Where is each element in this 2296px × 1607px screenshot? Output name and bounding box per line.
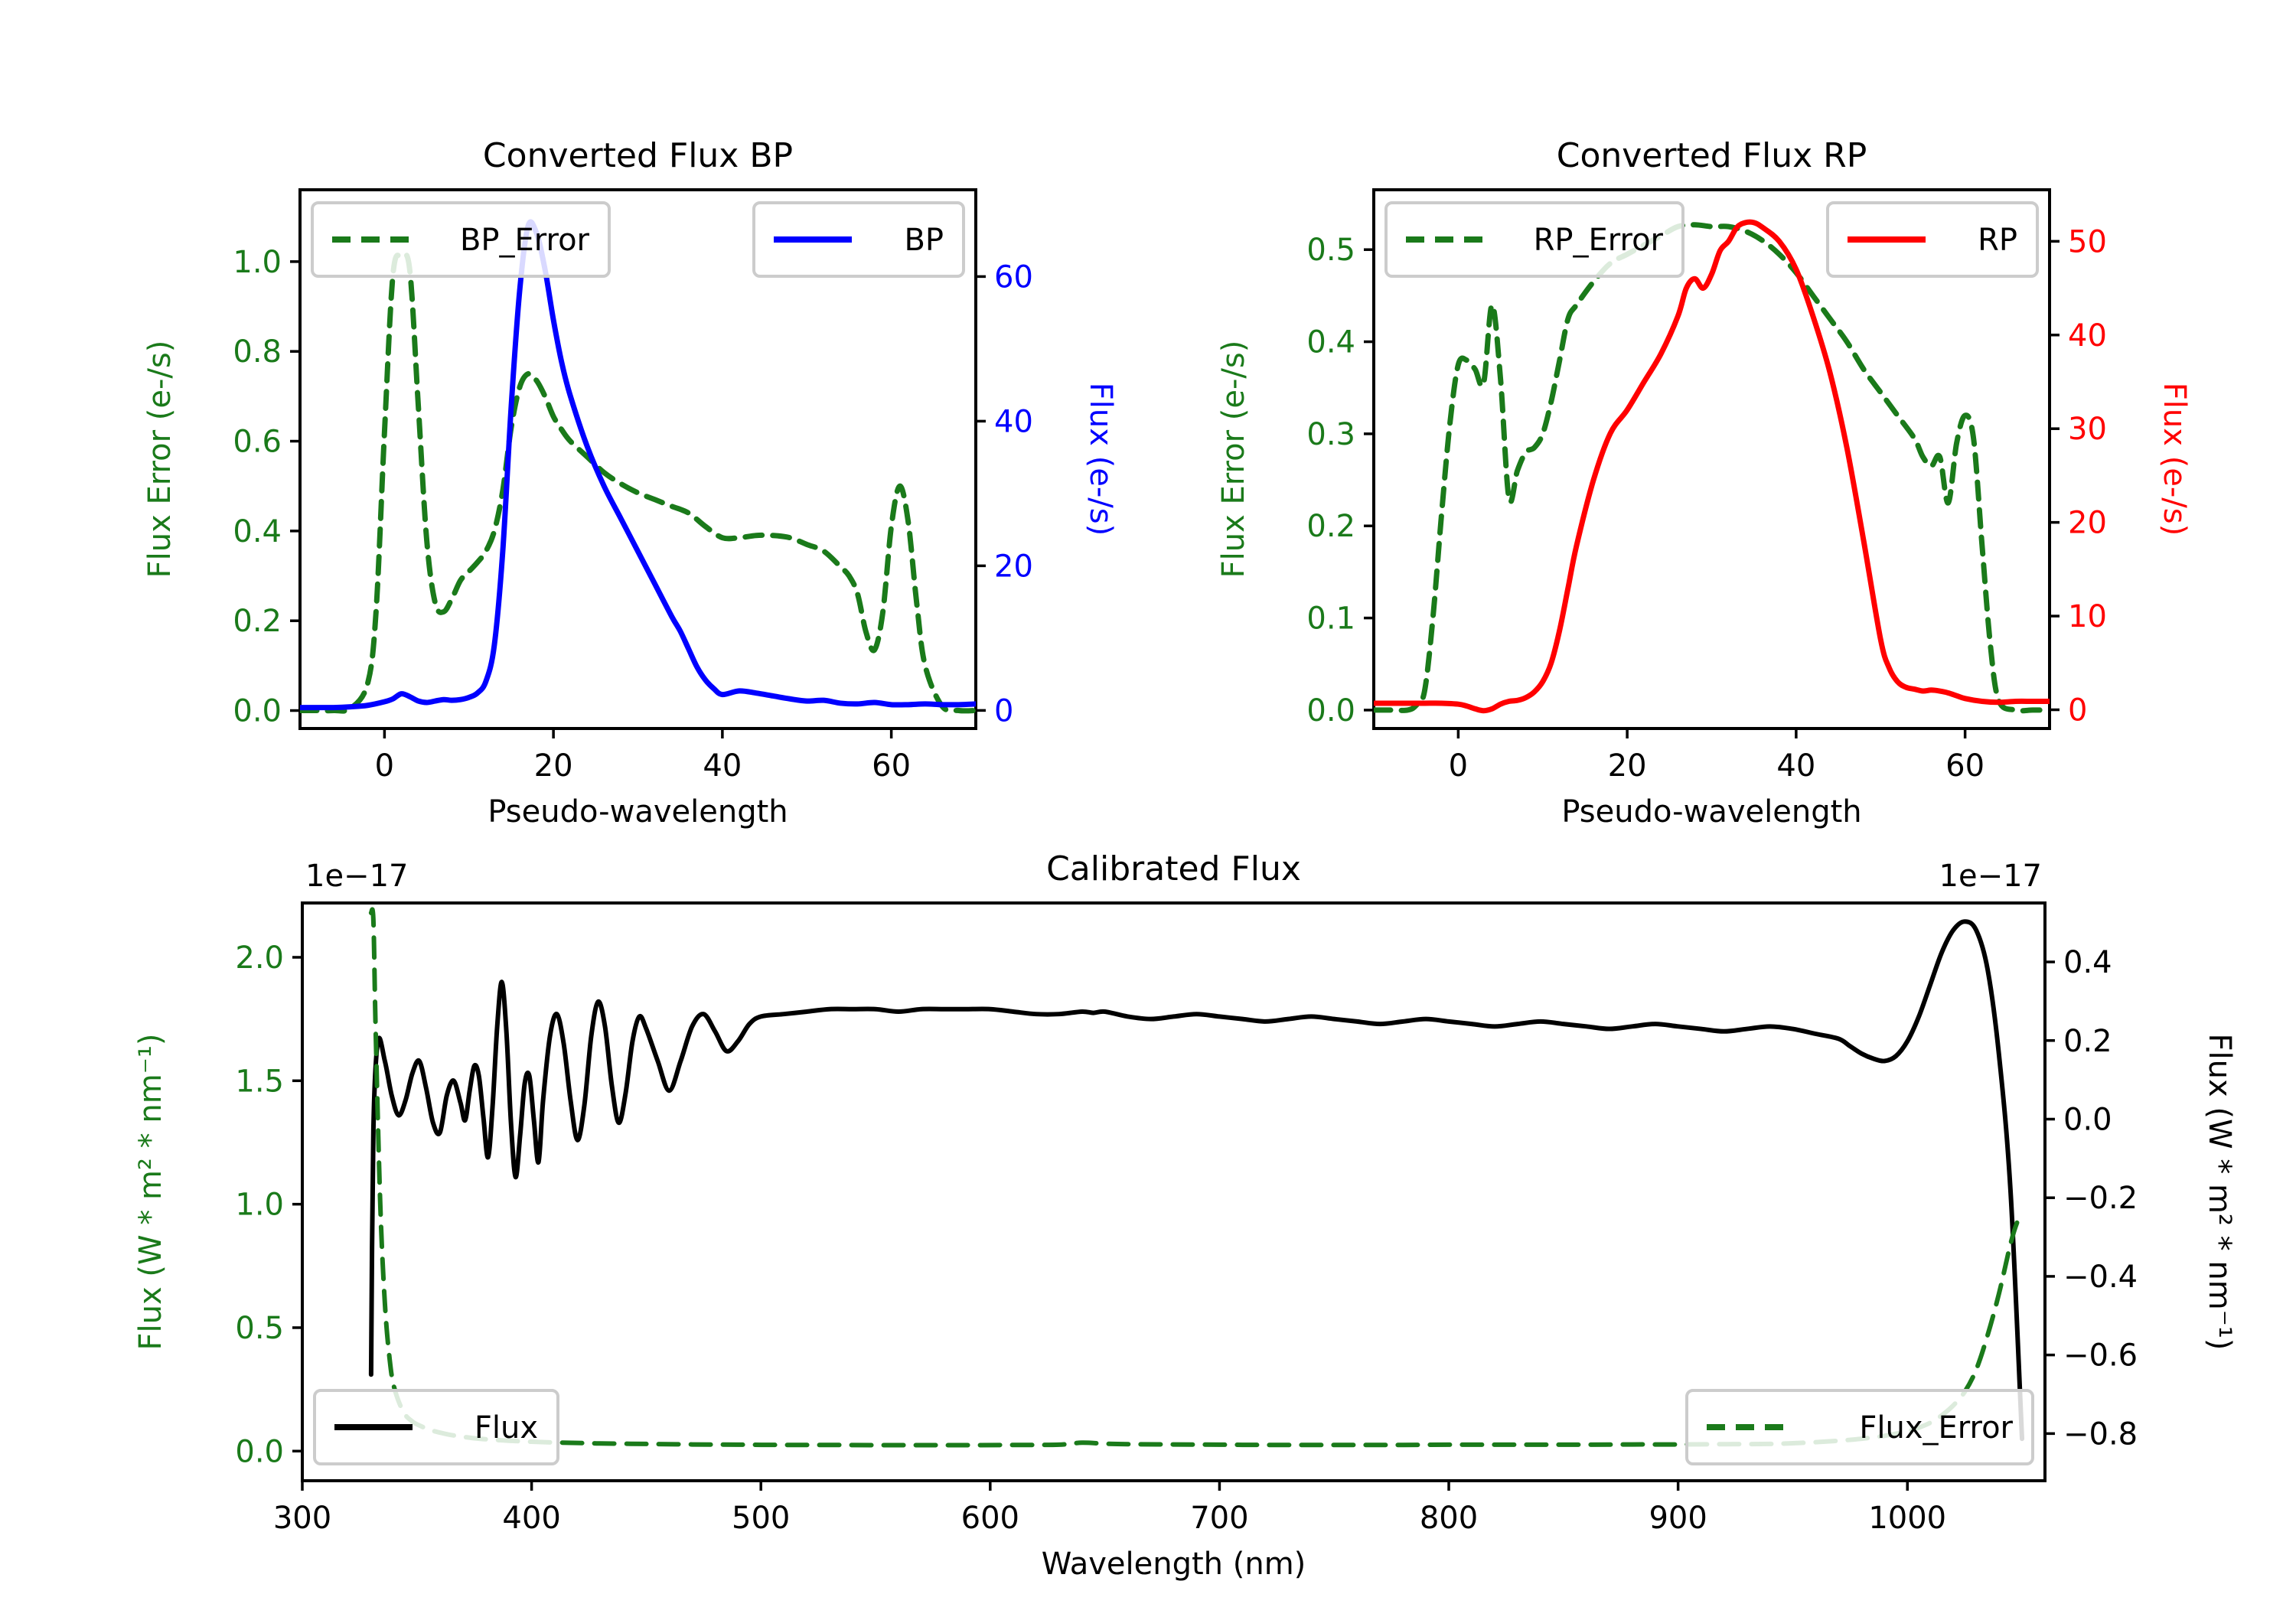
- curves-group: [1374, 219, 2050, 714]
- y-right-offset-label: 1e−17: [1939, 859, 2042, 894]
- legend-rp-box: [1826, 201, 2039, 278]
- y-left-offset-label: 1e−17: [305, 859, 408, 894]
- curve-flux_error: [368, 907, 2025, 1448]
- legend-rp[interactable]: RP: [1826, 201, 2039, 278]
- axes-frame: [1372, 188, 2051, 730]
- y-right-tick-label: 40: [994, 404, 1033, 439]
- y-right-tick-label: 40: [2068, 318, 2107, 354]
- x-tick-label: 0: [375, 748, 394, 784]
- curves-group: [300, 219, 976, 714]
- y-left-tick-label: 0.4: [233, 514, 282, 549]
- panel-converted-flux-bp: 0 20 40 60 Pseudo-wavelength 0.0 0.2 0.4 0.6 0.8 1…: [142, 136, 1118, 830]
- y-right-tick-label: −0.8: [2063, 1416, 2138, 1452]
- x-tick-label: 500: [732, 1501, 790, 1536]
- x-tick-label: 20: [534, 748, 573, 784]
- legend-flux-error-label: Flux_Error: [1859, 1410, 2013, 1446]
- legend-bp-box: [752, 201, 965, 278]
- curve-bp_error: [300, 251, 976, 714]
- y-left-tick-label: 0.3: [1306, 417, 1355, 452]
- y-right-tick-label: 60: [994, 259, 1033, 295]
- y-left-tick-label: 0.1: [1306, 601, 1355, 637]
- y-right-tick-label: 50: [2068, 224, 2107, 259]
- x-tick-label: 900: [1649, 1501, 1707, 1536]
- curves-group: [368, 907, 2025, 1448]
- x-axis-label: Pseudo-wavelength: [488, 794, 788, 830]
- y-right-tick-label: 20: [2068, 506, 2107, 541]
- y-left-tick-label: 1.0: [233, 245, 282, 280]
- y-left-axis-label: Flux Error (e-/s): [142, 341, 178, 579]
- legend-rp-error[interactable]: RP_Error: [1384, 201, 1684, 278]
- y-right-tick-label: 30: [2068, 412, 2107, 447]
- curve-rp_error: [1374, 222, 2050, 714]
- x-tick-label: 400: [502, 1501, 560, 1536]
- y-right-tick-label: 0.0: [2063, 1102, 2112, 1137]
- curve-rp: [1374, 219, 2050, 714]
- legend-bp[interactable]: BP: [752, 201, 965, 278]
- x-tick-label: 60: [1945, 748, 1985, 784]
- legend-flux-box: [313, 1389, 559, 1465]
- legend-flux-error[interactable]: Flux_Error: [1685, 1389, 2034, 1465]
- axes-frame: [298, 188, 977, 730]
- x-tick-label: 60: [872, 748, 911, 784]
- y-left-tick-label: 1.0: [235, 1188, 284, 1223]
- legend-flux[interactable]: Flux: [313, 1389, 559, 1465]
- curve-bp: [300, 219, 976, 711]
- y-right-tick-label: −0.2: [2063, 1181, 2138, 1216]
- y-right-tick-label: 0: [994, 693, 1013, 729]
- legend-bp-error-label: BP_Error: [460, 223, 590, 258]
- x-axis-label: Pseudo-wavelength: [1561, 794, 1861, 830]
- y-right-axis-label: Flux (e-/s): [2157, 383, 2192, 536]
- y-right-axis-label: Flux (W * m² * nm⁻¹): [2202, 1034, 2237, 1351]
- legend-bp-error[interactable]: BP_Error: [311, 201, 611, 278]
- legend-rp-error-label: RP_Error: [1534, 223, 1664, 258]
- x-tick-label: 40: [1776, 748, 1815, 784]
- y-left-tick-label: 0.2: [233, 604, 282, 639]
- curve-flux: [368, 919, 2025, 1442]
- y-left-tick-label: 0.4: [1306, 325, 1355, 360]
- y-left-tick-label: 1.5: [235, 1064, 284, 1099]
- legend-rp-label: RP: [1978, 223, 2017, 258]
- x-tick-label: 1000: [1868, 1501, 1946, 1536]
- panel-title: Converted Flux RP: [1557, 136, 1867, 175]
- y-left-tick-label: 0.2: [1306, 509, 1355, 544]
- x-tick-label: 0: [1449, 748, 1468, 784]
- panel-calibrated-flux: 300 400 500 600 700 800 900 1000 Wavelength (nm)…: [133, 849, 2237, 1582]
- legend-bp-error-box: [311, 201, 611, 278]
- y-right-axis-label: Flux (e-/s): [1083, 383, 1118, 536]
- x-tick-label: 40: [703, 748, 742, 784]
- panel-title: Calibrated Flux: [1046, 849, 1301, 888]
- legend-flux-label: Flux: [475, 1410, 538, 1446]
- legend-bp-label: BP: [904, 223, 944, 258]
- panel-converted-flux-rp: 0 20 40 60 Pseudo-wavelength 0.0 0.1 0.2 0.3 0.4 0…: [1216, 136, 2192, 830]
- y-right-tick-label: 20: [994, 549, 1033, 584]
- x-tick-label: 300: [273, 1501, 331, 1536]
- x-tick-label: 20: [1608, 748, 1647, 784]
- legend-rp-error-box: [1384, 201, 1684, 278]
- x-axis-label: Wavelength (nm): [1042, 1547, 1306, 1582]
- y-right-tick-label: 0.2: [2063, 1024, 2112, 1059]
- x-tick-label: 700: [1190, 1501, 1248, 1536]
- y-right-tick-label: 0.4: [2063, 945, 2112, 980]
- x-tick-label: 800: [1420, 1501, 1478, 1536]
- x-tick-label: 600: [961, 1501, 1019, 1536]
- y-right-tick-label: −0.6: [2063, 1338, 2138, 1374]
- axes-frame: [301, 901, 2047, 1482]
- y-left-tick-label: 0.0: [233, 694, 282, 729]
- y-left-axis-label: Flux Error (e-/s): [1216, 341, 1251, 579]
- y-left-tick-label: 2.0: [235, 940, 284, 976]
- y-right-tick-label: −0.4: [2063, 1260, 2138, 1295]
- y-left-tick-label: 0.8: [233, 334, 282, 370]
- y-left-tick-label: 0.5: [235, 1311, 284, 1346]
- legend-flux-error-box: [1685, 1389, 2034, 1465]
- y-left-tick-label: 0.5: [1306, 233, 1355, 268]
- y-left-tick-label: 0.6: [233, 425, 282, 460]
- y-left-tick-label: 0.0: [235, 1434, 284, 1469]
- panel-title: Converted Flux BP: [483, 136, 793, 175]
- y-right-tick-label: 10: [2068, 599, 2107, 634]
- y-left-tick-label: 0.0: [1306, 693, 1355, 729]
- y-right-tick-label: 0: [2068, 693, 2087, 729]
- y-left-axis-label: Flux (W * m² * nm⁻¹): [133, 1034, 168, 1351]
